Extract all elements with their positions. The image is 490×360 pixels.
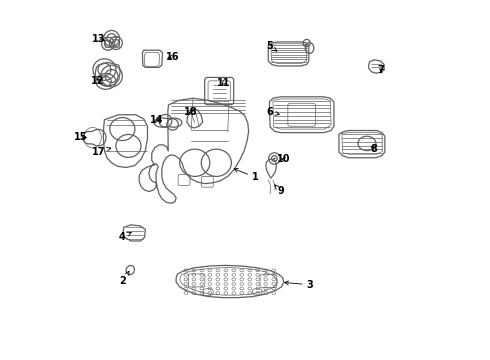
Text: 17: 17 [92, 147, 111, 157]
Text: 5: 5 [266, 41, 277, 51]
Text: 11: 11 [217, 78, 230, 88]
Text: 13: 13 [92, 35, 105, 44]
Text: 10: 10 [277, 154, 291, 164]
Text: 18: 18 [184, 107, 197, 117]
Text: 14: 14 [150, 115, 164, 125]
Text: 15: 15 [74, 132, 88, 142]
Text: 2: 2 [120, 271, 129, 286]
Text: 8: 8 [370, 144, 377, 154]
Text: 4: 4 [119, 232, 131, 242]
Text: 9: 9 [275, 185, 284, 197]
Text: 12: 12 [91, 76, 104, 86]
Text: 1: 1 [234, 168, 258, 182]
Text: 6: 6 [267, 107, 279, 117]
Text: 7: 7 [377, 64, 384, 75]
Text: 16: 16 [166, 52, 179, 62]
Text: 3: 3 [285, 280, 313, 290]
